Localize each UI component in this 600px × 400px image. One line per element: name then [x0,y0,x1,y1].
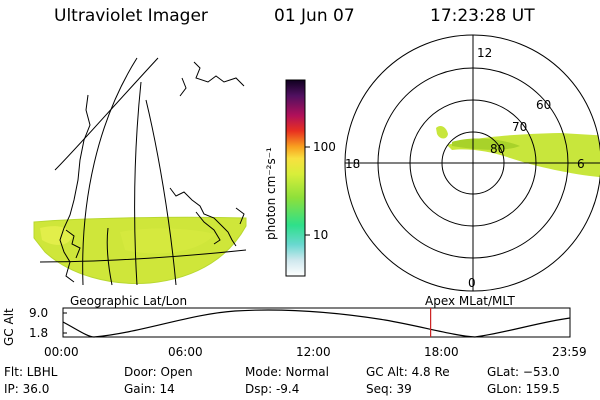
filter-info: Flt: LBHL [4,365,58,379]
altitude-curve [62,309,571,338]
emission-patch [40,226,72,245]
mlat-label-60: 60 [536,98,552,112]
meridian-line [145,99,177,286]
mlt-label-18: 18 [345,157,361,171]
mlat-label-80: 80 [490,142,506,156]
mlt-label-0: 0 [468,276,476,290]
polar-map [344,34,600,292]
gc-alt-info: GC Alt: 4.8 Re [366,365,450,379]
apex-panel-label: Apex MLat/MLT [425,294,515,308]
coastline [59,94,91,283]
colorbar-gradient [285,79,306,277]
coastline [235,207,245,225]
mode-info: Mode: Normal [245,365,329,379]
timeline-x-tick-1800: 18:00 [424,345,459,359]
door-info: Door: Open [124,365,193,379]
observation-date: 01 Jun 07 [274,6,355,26]
timeline-axis-label: GC Alt [2,308,16,346]
meridian-line [54,57,159,171]
meridian-line [106,227,113,286]
altitude-timeline [62,307,571,338]
coastline [193,61,245,87]
gain-info: Gain: 14 [124,382,175,396]
glon-info: GLon: 159.5 [487,382,560,396]
mlt-label-6: 6 [577,157,585,171]
mlat-label-70: 70 [512,120,528,134]
colorbar-tick-label-100: 100 [313,140,336,154]
timeline-y-tick-1-8: 1.8 [29,326,49,340]
intensity-colorbar [285,79,310,277]
meridian-line [134,81,142,286]
instrument-title: Ultraviolet Imager [54,6,208,26]
seq-info: Seq: 39 [366,382,412,396]
ip-info: IP: 36.0 [4,382,50,396]
emission-patch [452,138,520,150]
coastline [169,187,237,247]
coastline [179,77,187,97]
timeline-x-tick-1200: 12:00 [296,345,331,359]
colorbar-unit-label: photon cm⁻²s⁻¹ [264,147,278,240]
geographic-panel-label: Geographic Lat/Lon [70,294,188,308]
emission-patch [120,228,215,254]
timeline-y-tick-9: 9.0 [29,306,49,320]
timeline-x-tick-0000: 00:00 [44,345,79,359]
timeline-x-tick-2359: 23:59 [552,345,587,359]
emission-patch [436,126,448,139]
geographic-map [33,57,247,286]
meridian-line [82,57,138,286]
coastline [195,211,221,245]
mlt-label-12: 12 [477,46,493,60]
dsp-info: Dsp: -9.4 [245,382,300,396]
glat-info: GLat: −53.0 [487,365,560,379]
parallel-line [39,249,247,263]
observation-time: 17:23:28 UT [430,6,535,26]
timeline-x-tick-0600: 06:00 [168,345,203,359]
colorbar-tick-label-10: 10 [313,228,329,242]
coastline [65,229,81,259]
